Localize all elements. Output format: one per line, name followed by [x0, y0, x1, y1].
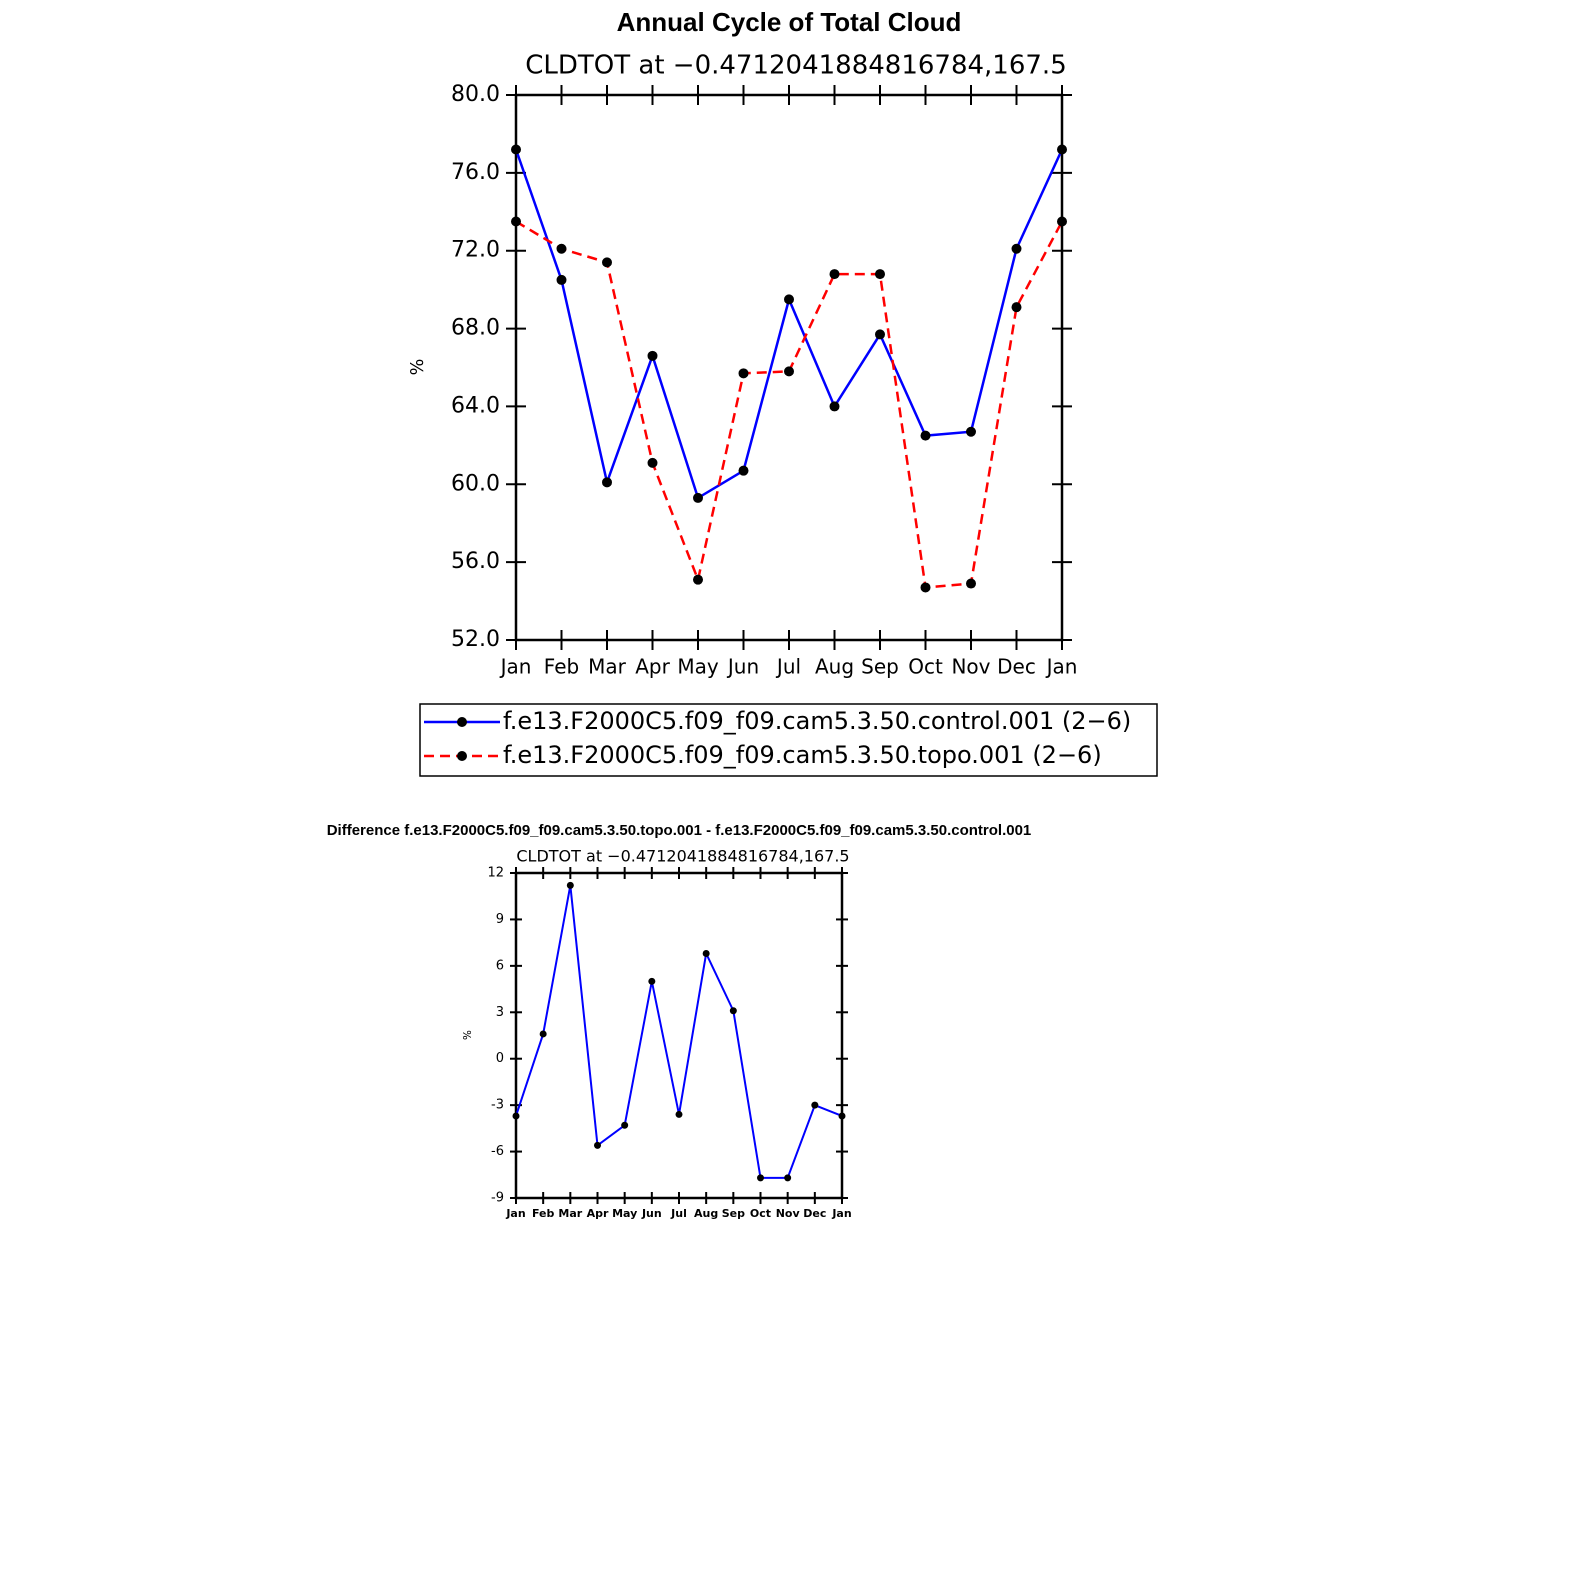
x-tick-label: Feb [532, 1207, 555, 1220]
y-tick-label: -3 [491, 1098, 504, 1113]
data-point [784, 294, 794, 305]
x-tick-label: Jan [499, 655, 532, 679]
series-line [515, 885, 843, 1179]
x-tick-label: Oct [908, 655, 943, 679]
data-point [738, 465, 749, 476]
y-tick-label: 68.0 [451, 316, 500, 341]
x-tick-label: Apr [635, 655, 670, 679]
legend-label: f.e13.F2000C5.f09_f09.cam5.3.50.control.… [503, 707, 1131, 735]
y-axis-label: % [462, 1030, 474, 1040]
legend-marker [457, 751, 467, 761]
data-point [566, 881, 574, 889]
y-tick-label: 6 [496, 958, 504, 973]
data-point [829, 269, 840, 280]
chart-title: Difference f.e13.F2000C5.f09_f09.cam5.3.… [327, 822, 1032, 839]
x-tick-label: Mar [588, 655, 627, 679]
x-tick-label: May [612, 1207, 637, 1220]
x-tick-label: Sep [722, 1207, 745, 1220]
data-point [966, 578, 976, 589]
x-tick-label: Jun [726, 655, 759, 679]
y-tick-label: 12 [487, 866, 504, 881]
y-tick-label: -6 [491, 1144, 504, 1159]
data-point [875, 329, 885, 340]
x-tick-label: Dec [997, 655, 1036, 679]
data-point [1057, 216, 1067, 227]
y-tick-label: 56.0 [451, 549, 500, 574]
data-point [648, 977, 656, 985]
data-point [811, 1101, 819, 1109]
chart-title: Annual Cycle of Total Cloud [617, 7, 962, 37]
data-point [602, 257, 612, 268]
x-tick-label: Apr [587, 1207, 609, 1220]
y-tick-label: 60.0 [451, 471, 500, 496]
data-point [875, 269, 885, 280]
data-point [693, 492, 703, 503]
data-point [920, 430, 931, 441]
x-tick-label: Jan [505, 1207, 525, 1220]
data-point [647, 350, 658, 361]
x-tick-label: Sep [861, 655, 899, 679]
legend-box [419, 703, 1158, 777]
data-point [920, 582, 931, 593]
y-tick-label: 76.0 [451, 160, 500, 185]
data-point [729, 1007, 737, 1015]
data-point [1011, 243, 1022, 254]
data-point [966, 426, 976, 437]
data-point [829, 401, 840, 412]
y-tick-label: -9 [491, 1191, 504, 1206]
data-point [594, 1141, 601, 1149]
y-tick-label: 64.0 [451, 393, 500, 418]
data-point [757, 1174, 764, 1182]
x-tick-label: Jan [831, 1207, 851, 1220]
x-tick-label: Jun [641, 1207, 662, 1220]
legend-label: f.e13.F2000C5.f09_f09.cam5.3.50.topo.001… [503, 741, 1102, 769]
data-point [511, 144, 521, 155]
x-tick-label: Aug [694, 1207, 718, 1220]
data-point [556, 274, 567, 285]
y-tick-label: 80.0 [451, 82, 500, 107]
legend-marker [457, 717, 467, 727]
data-point [621, 1121, 629, 1129]
plot-frame [514, 93, 1064, 642]
y-tick-label: 0 [496, 1051, 504, 1066]
x-tick-label: Mar [558, 1207, 582, 1220]
data-point [1057, 144, 1067, 155]
x-tick-label: May [677, 655, 719, 679]
data-point [675, 1110, 683, 1118]
data-point [539, 1030, 547, 1038]
data-point [838, 1112, 846, 1120]
data-point [602, 477, 612, 488]
x-tick-label: Jan [1045, 655, 1078, 679]
y-axis-label: % [408, 359, 428, 376]
data-point [693, 574, 703, 585]
data-point [738, 368, 749, 379]
x-tick-label: Jul [670, 1207, 687, 1220]
x-tick-label: Nov [951, 655, 990, 679]
series-line [514, 148, 1064, 500]
data-point [647, 457, 658, 468]
x-tick-label: Dec [803, 1207, 826, 1220]
x-tick-label: Feb [544, 655, 579, 679]
y-tick-label: 72.0 [451, 238, 500, 263]
x-tick-label: Aug [815, 655, 854, 679]
chart-subtitle: CLDTOT at −0.4712041884816784,167.5 [525, 51, 1067, 81]
x-tick-label: Jul [775, 655, 801, 679]
series-line [515, 220, 1064, 589]
y-tick-label: 3 [496, 1005, 504, 1020]
chart-subtitle: CLDTOT at −0.4712041884816784,167.5 [516, 847, 849, 866]
data-point [784, 366, 794, 377]
x-tick-label: Nov [776, 1207, 801, 1220]
x-tick-label: Oct [750, 1207, 771, 1220]
plot-frame [514, 871, 844, 1200]
data-point [1011, 302, 1022, 313]
y-tick-label: 9 [496, 912, 504, 927]
data-point [702, 949, 710, 957]
data-point [784, 1174, 792, 1182]
data-point [556, 243, 567, 254]
data-point [511, 216, 521, 227]
data-point [512, 1112, 520, 1120]
y-tick-label: 52.0 [451, 627, 500, 652]
